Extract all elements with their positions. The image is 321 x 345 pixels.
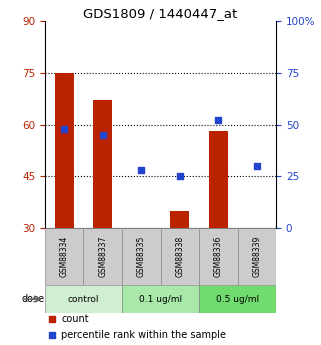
Text: GSM88334: GSM88334	[60, 236, 69, 277]
Bar	[83, 228, 122, 285]
Point	[62, 126, 67, 131]
Bar	[160, 228, 199, 285]
Point	[49, 333, 55, 338]
Text: GSM88338: GSM88338	[175, 236, 184, 277]
Bar	[45, 228, 83, 285]
Point	[49, 317, 55, 322]
Point	[100, 132, 105, 138]
Bar	[122, 228, 160, 285]
Bar	[209, 131, 228, 228]
Text: GSM88339: GSM88339	[252, 236, 261, 277]
Bar	[238, 228, 276, 285]
Text: 0.1 ug/ml: 0.1 ug/ml	[139, 295, 182, 304]
Bar	[122, 285, 199, 313]
Text: GSM88336: GSM88336	[214, 236, 223, 277]
Point	[216, 118, 221, 123]
Text: 0.5 ug/ml: 0.5 ug/ml	[216, 295, 259, 304]
Text: count: count	[61, 315, 89, 324]
Bar	[55, 72, 74, 228]
Point	[254, 163, 259, 169]
Title: GDS1809 / 1440447_at: GDS1809 / 1440447_at	[83, 7, 238, 20]
Point	[177, 174, 182, 179]
Point	[139, 167, 144, 173]
Text: control: control	[68, 295, 99, 304]
Bar	[199, 285, 276, 313]
Bar	[93, 100, 112, 228]
Bar	[45, 285, 122, 313]
Bar	[199, 228, 238, 285]
Text: GSM88337: GSM88337	[98, 236, 107, 277]
Text: dose: dose	[22, 294, 45, 304]
Bar	[170, 211, 189, 228]
Text: percentile rank within the sample: percentile rank within the sample	[61, 330, 226, 340]
Text: GSM88335: GSM88335	[137, 236, 146, 277]
